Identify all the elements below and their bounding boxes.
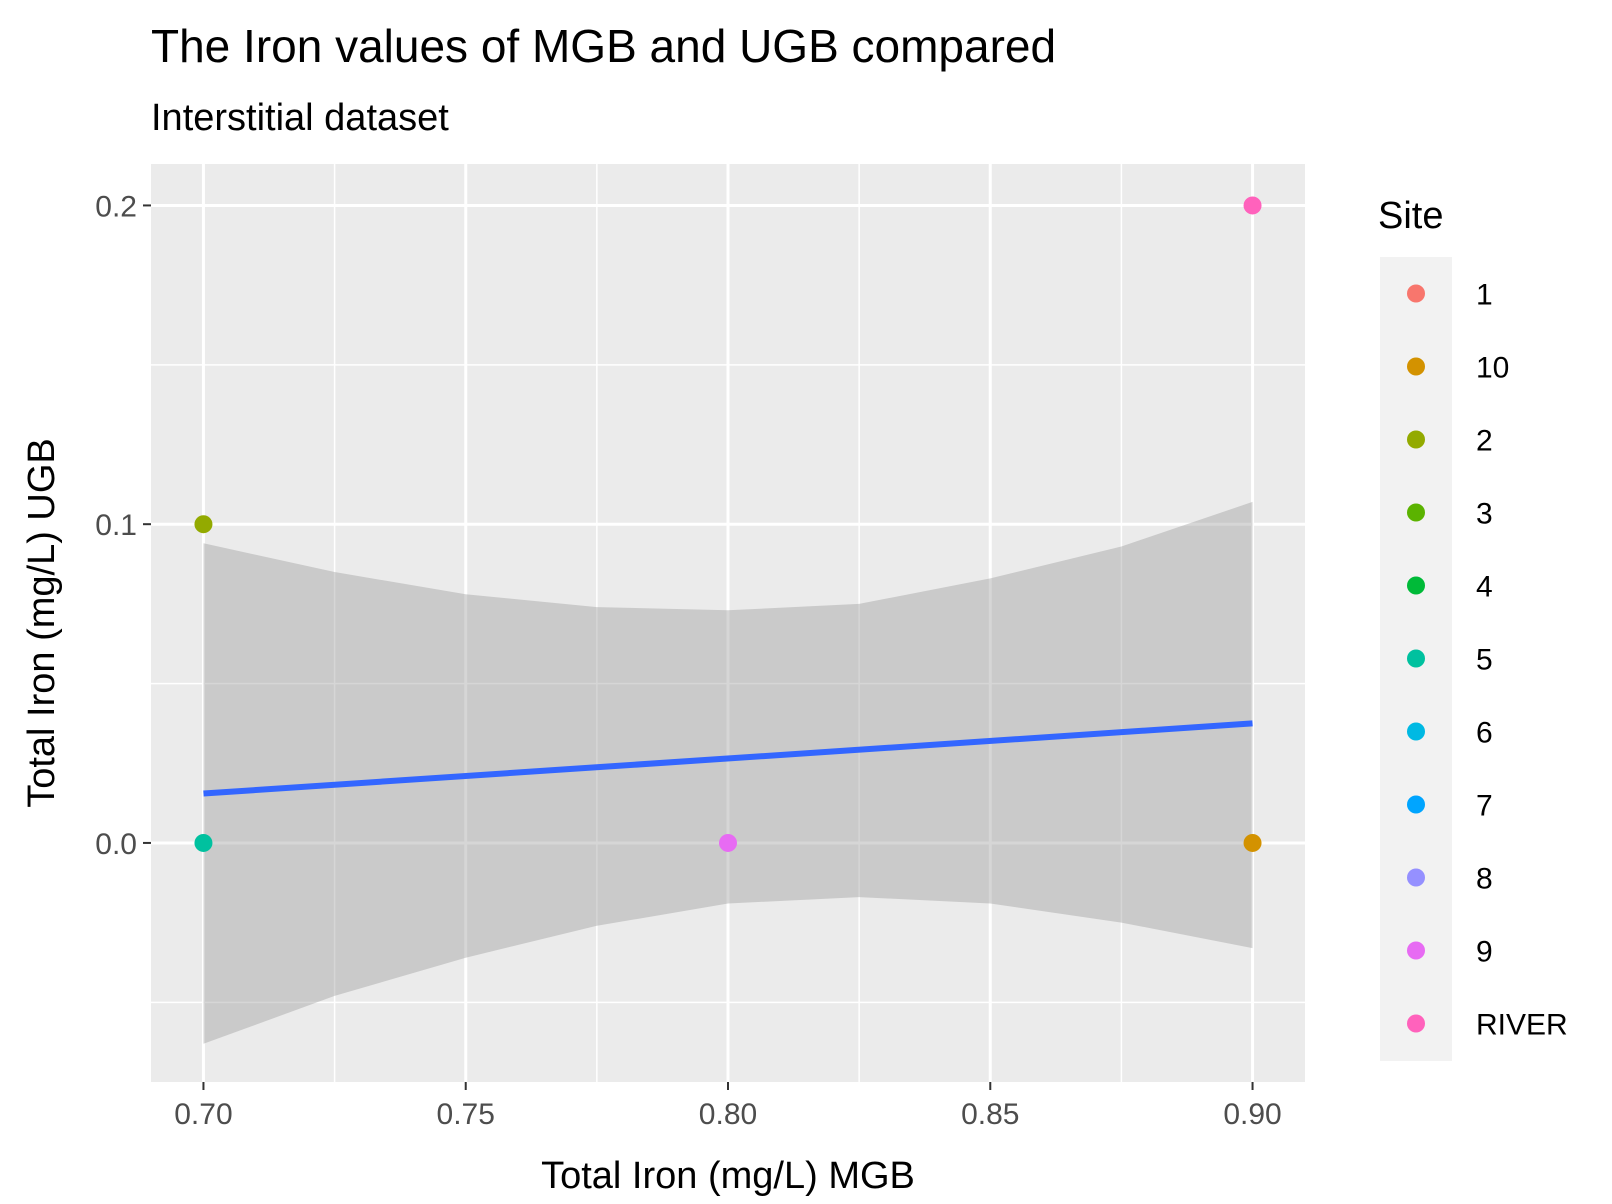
- x-tick-label: 0.80: [699, 1098, 757, 1131]
- data-point-site-10: [1243, 833, 1262, 852]
- y-axis-ticks: 0.0 0.1 0.2: [95, 190, 151, 861]
- legend-label-site-1: 1: [1476, 279, 1493, 312]
- x-tick-label: 0.90: [1223, 1098, 1281, 1131]
- x-axis-title: Total Iron (mg/L) MGB: [541, 1155, 915, 1197]
- x-tick-label: 0.75: [437, 1098, 495, 1131]
- legend-key-site-river: [1407, 1014, 1425, 1033]
- legend-key-site-10: [1407, 357, 1425, 376]
- y-tick-label: 0.1: [95, 509, 137, 542]
- legend-label-site-6: 6: [1476, 717, 1493, 750]
- legend-key-site-1: [1407, 284, 1425, 303]
- y-axis-title: Total Iron (mg/L) UGB: [21, 438, 63, 808]
- chart-title: The Iron values of MGB and UGB compared: [151, 20, 1056, 72]
- x-tick-label: 0.70: [174, 1098, 232, 1131]
- legend-key-site-3: [1407, 503, 1425, 522]
- x-axis-ticks: 0.70 0.75 0.80 0.85 0.90: [174, 1082, 1282, 1131]
- trend-line: [203, 720, 1253, 797]
- legend-label-site-3: 3: [1476, 498, 1493, 531]
- legend: 1 10 2 3 4 5 6 7 8 9 RIVER: [1407, 279, 1568, 1042]
- data-points: [194, 196, 1262, 852]
- legend-label-site-10: 10: [1476, 352, 1509, 385]
- legend-label-site-9: 9: [1476, 936, 1493, 969]
- x-tick-label: 0.85: [961, 1098, 1019, 1131]
- legend-label-site-5: 5: [1476, 644, 1493, 677]
- legend-title: Site: [1378, 195, 1443, 237]
- confidence-band: [203, 501, 1253, 1044]
- chart-subtitle: Interstitial dataset: [151, 97, 449, 139]
- legend-label-site-7: 7: [1476, 790, 1493, 823]
- y-tick-label: 0.2: [95, 190, 137, 223]
- legend-label-site-4: 4: [1476, 571, 1493, 604]
- legend-key-site-9: [1407, 941, 1425, 960]
- data-point-site-2: [194, 515, 213, 534]
- legend-key-site-2: [1407, 430, 1425, 449]
- legend-key-site-7: [1407, 795, 1425, 814]
- major-gridlines: [151, 164, 1305, 1082]
- data-point-site-river: [1243, 196, 1262, 215]
- legend-key-site-6: [1407, 722, 1425, 741]
- data-point-site-9: [719, 833, 737, 852]
- data-point-site-5: [194, 833, 213, 852]
- legend-label-site-8: 8: [1476, 863, 1493, 896]
- legend-label-site-river: RIVER: [1476, 1009, 1568, 1042]
- legend-key-site-4: [1407, 576, 1425, 595]
- legend-label-site-2: 2: [1476, 425, 1493, 458]
- legend-key-site-8: [1407, 868, 1425, 887]
- legend-key-site-5: [1407, 649, 1425, 668]
- y-tick-label: 0.0: [95, 828, 137, 861]
